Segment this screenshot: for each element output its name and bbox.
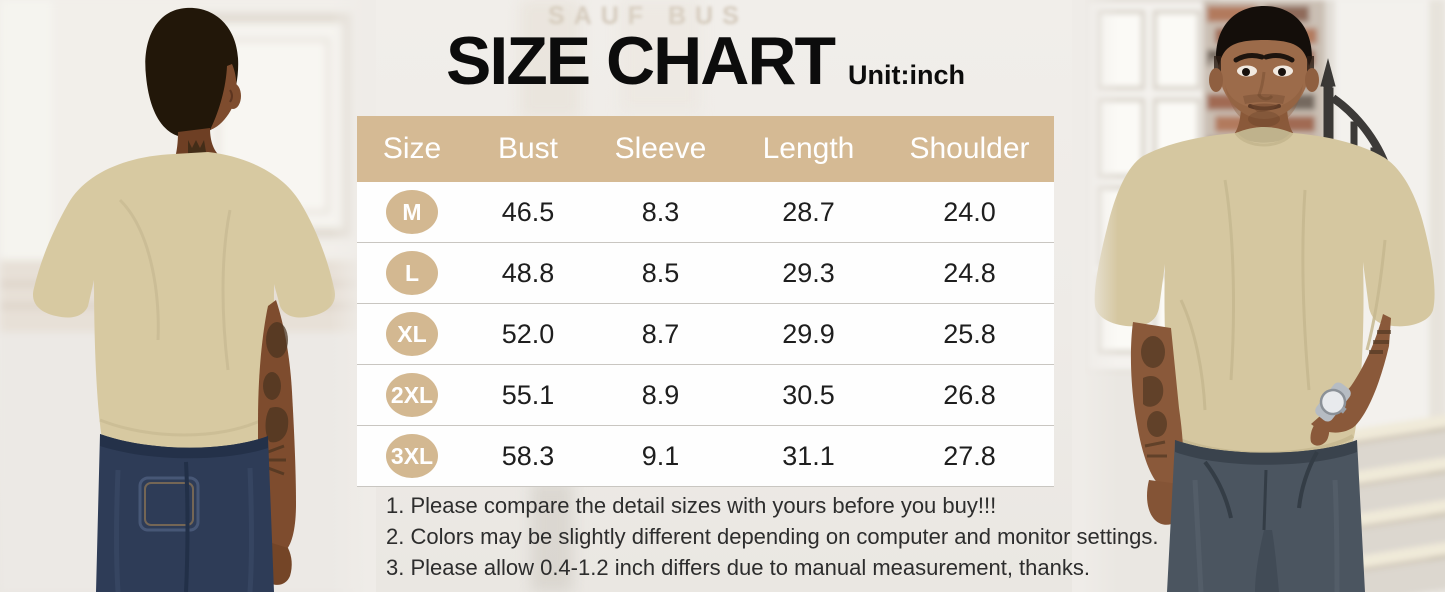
- cell-bust: 55.1: [501, 379, 555, 410]
- back-view-model-illustration: [0, 0, 362, 592]
- back-model-hair: [145, 7, 239, 136]
- table-row: L 48.8 8.5 29.3 24.8: [357, 243, 1054, 304]
- cell-shoulder: 24.0: [943, 196, 996, 227]
- cell-shoulder: 26.8: [943, 379, 996, 410]
- footnotes: 1. Please compare the detail sizes with …: [386, 490, 1158, 583]
- back-model-face-sliver: [210, 64, 237, 130]
- size-table: Size Bust Sleeve Length Shoulder M 46.5 …: [357, 116, 1054, 487]
- table-row: XL 52.0 8.7 29.9 25.8: [357, 304, 1054, 365]
- cell-length: 28.7: [782, 196, 835, 227]
- cell-sleeve: 8.7: [641, 318, 680, 349]
- left-model-photo: [0, 0, 362, 592]
- page-title: SIZE CHART Unit:inch: [357, 24, 1054, 99]
- unit-label: Unit:inch: [848, 60, 965, 90]
- right-forearm-tattoos: [1369, 330, 1391, 354]
- front-model-tshirt: [1094, 132, 1435, 468]
- front-model-ear-right: [1305, 68, 1319, 92]
- size-badge-2xl: 2XL: [386, 373, 438, 417]
- wristwatch: [1315, 382, 1351, 422]
- forearm-tattoos: [263, 322, 289, 476]
- header-sleeve: Sleeve: [614, 132, 707, 165]
- front-model-ear-left: [1209, 68, 1223, 92]
- size-badge-3xl: 3XL: [386, 434, 438, 478]
- size-chart-title: SIZE CHART: [446, 23, 836, 99]
- back-model-jeans: [96, 434, 274, 592]
- header-shoulder: Shoulder: [909, 132, 1030, 165]
- size-badge-l: L: [386, 251, 438, 295]
- note-line: 2. Colors may be slightly different depe…: [386, 524, 1159, 549]
- cell-sleeve: 8.3: [641, 196, 680, 227]
- table-row: M 46.5 8.3 28.7 24.0: [357, 182, 1054, 243]
- cell-bust: 58.3: [501, 440, 555, 471]
- note-line: 3. Please allow 0.4-1.2 inch differs due…: [386, 555, 1090, 580]
- table-row: 3XL 58.3 9.1 31.1 27.8: [357, 426, 1054, 487]
- tshirt-folds: [99, 198, 263, 437]
- cell-length: 29.9: [782, 318, 835, 349]
- cell-sleeve: 8.9: [641, 379, 680, 410]
- front-model-thumb: [1310, 416, 1330, 446]
- size-badge-m: M: [386, 190, 438, 234]
- tshirt-collar: [1236, 127, 1292, 143]
- jeans-pocket-opening: [1297, 451, 1319, 509]
- header-size: Size: [382, 132, 442, 165]
- size-badge-xl: XL: [386, 312, 438, 356]
- cell-length: 31.1: [782, 440, 835, 471]
- note-line: 1. Please compare the detail sizes with …: [386, 493, 997, 518]
- left-forearm-tattoos: [1141, 336, 1167, 458]
- front-model-face: [1233, 53, 1295, 127]
- front-model-hair: [1216, 6, 1312, 66]
- header-length: Length: [762, 132, 855, 165]
- cell-bust: 52.0: [501, 318, 555, 349]
- neck-tattoo: [188, 140, 206, 154]
- background-sign-text: SAUF BUS: [548, 2, 748, 30]
- cell-shoulder: 24.8: [943, 257, 996, 288]
- jeans-pocket: [138, 476, 200, 532]
- cell-bust: 46.5: [501, 196, 555, 227]
- cell-shoulder: 25.8: [943, 318, 996, 349]
- cell-sleeve: 9.1: [641, 440, 680, 471]
- table-row: 2XL 55.1 8.9 30.5 26.8: [357, 365, 1054, 426]
- cell-length: 29.3: [782, 257, 835, 288]
- cell-length: 30.5: [782, 379, 835, 410]
- table-header-row: Size Bust Sleeve Length Shoulder: [357, 116, 1054, 182]
- tshirt-folds: [1174, 179, 1387, 456]
- cell-bust: 48.8: [501, 257, 555, 288]
- cell-sleeve: 8.5: [641, 257, 680, 288]
- header-bust: Bust: [497, 132, 559, 165]
- cell-shoulder: 27.8: [943, 440, 996, 471]
